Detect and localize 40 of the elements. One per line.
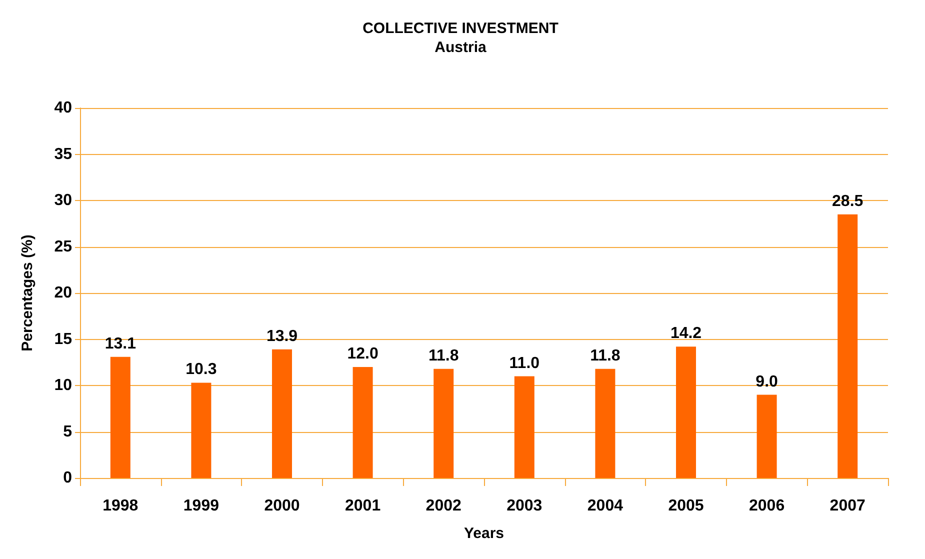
bar bbox=[110, 356, 130, 478]
x-tick-label: 2006 bbox=[749, 498, 785, 514]
x-tick-label: 2003 bbox=[506, 498, 542, 514]
bar bbox=[676, 346, 696, 478]
bar bbox=[352, 367, 373, 478]
y-tick-label: 20 bbox=[54, 284, 72, 302]
x-tick-label: 2004 bbox=[587, 498, 624, 514]
x-tick-label: 1999 bbox=[183, 498, 220, 514]
data-label: 11.0 bbox=[509, 354, 540, 372]
y-tick-label: 35 bbox=[54, 146, 72, 163]
y-tick-label: 0 bbox=[63, 470, 72, 486]
data-label: 13.1 bbox=[104, 335, 136, 352]
x-tick-label: 2001 bbox=[345, 498, 381, 514]
bar bbox=[272, 349, 292, 478]
y-tick-label: 5 bbox=[63, 423, 72, 440]
x-tick-label: 1998 bbox=[102, 498, 138, 514]
y-tick-label: 25 bbox=[54, 238, 72, 256]
data-label: 10.3 bbox=[186, 361, 217, 378]
y-axis-title: Percentages (%) bbox=[19, 234, 36, 352]
chart-title: COLLECTIVE INVESTMENT bbox=[362, 20, 558, 37]
bar bbox=[838, 214, 858, 478]
x-tick-label: 2002 bbox=[426, 498, 462, 514]
chart-subtitle: Austria bbox=[434, 39, 487, 56]
data-label: 14.2 bbox=[670, 325, 702, 342]
x-tick-label: 2007 bbox=[830, 498, 866, 514]
x-tick-label: 2005 bbox=[668, 498, 704, 514]
data-label: 11.8 bbox=[428, 347, 459, 364]
bar bbox=[595, 368, 616, 478]
bar bbox=[756, 394, 777, 478]
y-tick-label: 30 bbox=[54, 192, 72, 209]
x-axis-title: Years bbox=[464, 525, 504, 542]
bar bbox=[191, 382, 212, 478]
y-tick-label: 40 bbox=[54, 100, 72, 116]
data-label: 12.0 bbox=[347, 346, 378, 362]
bar bbox=[434, 368, 454, 478]
bar bbox=[514, 376, 534, 478]
y-tick-label: 10 bbox=[54, 377, 72, 394]
data-label: 11.8 bbox=[590, 347, 620, 364]
y-tick-label: 15 bbox=[54, 330, 72, 348]
x-tick-label: 2000 bbox=[264, 498, 300, 514]
